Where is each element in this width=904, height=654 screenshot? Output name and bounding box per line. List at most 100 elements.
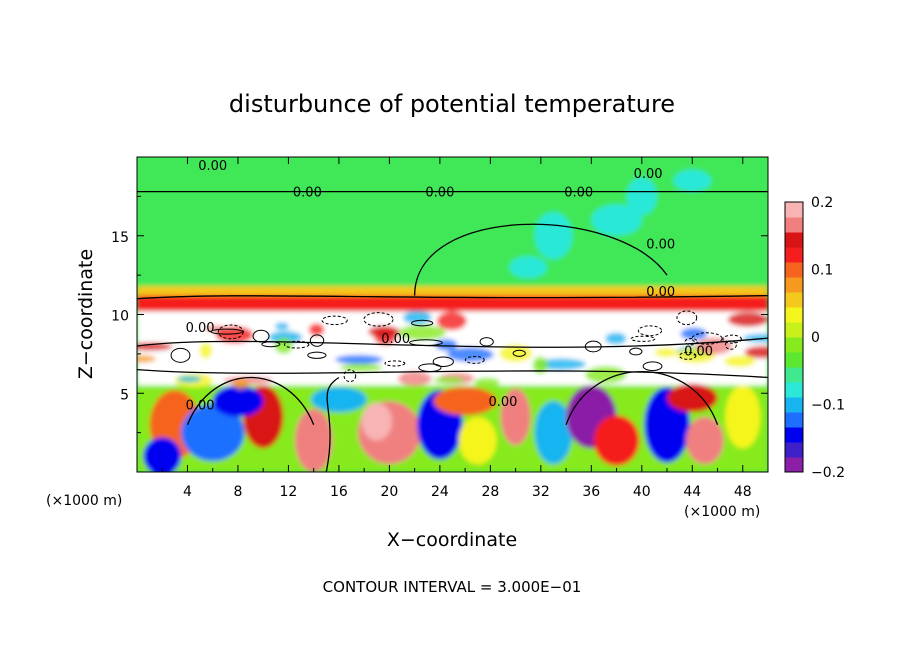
- field-blob: [725, 385, 761, 449]
- contour-line: [684, 338, 698, 346]
- contour-line: [724, 340, 737, 350]
- field-blob: [626, 177, 657, 216]
- field-blob: [433, 386, 497, 416]
- contour-line: [217, 324, 244, 340]
- field-blob: [534, 212, 573, 260]
- tropopause-band: [137, 294, 768, 312]
- colorbar-swatch: [785, 367, 803, 383]
- contour-label: 0.00: [634, 167, 663, 182]
- field-blob: [673, 169, 712, 192]
- field-blob: [509, 256, 548, 279]
- field-blob: [724, 355, 756, 368]
- contour-label: 0.00: [489, 395, 518, 410]
- contour-line: [137, 337, 768, 348]
- field-blob: [446, 347, 494, 362]
- field-blob: [680, 327, 708, 340]
- contour-label: 0.00: [186, 398, 215, 413]
- colorbar-swatch: [785, 442, 803, 458]
- contour-line: [637, 325, 663, 337]
- field-blob: [532, 356, 549, 374]
- contour-line: [642, 361, 663, 372]
- colorbar-swatch: [785, 382, 803, 398]
- field-blob: [500, 388, 531, 446]
- colorbar-tick-label: −0.2: [811, 465, 845, 481]
- colorbar-tick-label: 0: [811, 330, 820, 346]
- field-blob: [268, 331, 303, 344]
- colorbar-tick-label: −0.1: [811, 398, 845, 414]
- contour-line: [309, 334, 325, 347]
- contour-line: [722, 334, 742, 344]
- contour-label: 0.00: [186, 321, 215, 336]
- contour-line: [679, 351, 697, 360]
- contour-line: [584, 340, 602, 353]
- colorbar-swatch: [785, 277, 803, 293]
- colorbar-tick-label: 0.2: [811, 195, 833, 211]
- colorbar-swatch: [785, 247, 803, 263]
- field-blob: [605, 332, 627, 345]
- contour-line: [137, 368, 768, 379]
- field-blob: [368, 325, 400, 338]
- contour-line: [325, 376, 340, 472]
- contour-line: [343, 369, 357, 383]
- colorbar-swatch: [785, 307, 803, 323]
- contour-label: 0.00: [646, 285, 675, 300]
- colorbar-swatch: [785, 232, 803, 248]
- field-blob: [585, 366, 627, 384]
- field-blob: [340, 363, 383, 372]
- field-blob: [232, 378, 249, 390]
- contour-line: [307, 351, 327, 359]
- x-tick-label: 12: [280, 484, 298, 500]
- field-blob: [311, 386, 367, 413]
- colorbar-swatch: [785, 457, 803, 473]
- contour-label: 0.00: [564, 186, 593, 201]
- contour-line: [252, 329, 270, 343]
- contour-label: 0.00: [293, 186, 322, 201]
- colorbar-swatch: [785, 217, 803, 233]
- contour-line: [411, 319, 434, 327]
- x-tick-label: 44: [683, 484, 701, 500]
- contour-line: [210, 328, 243, 335]
- field-blob: [361, 402, 392, 441]
- field-blob: [593, 415, 640, 466]
- field-blob: [744, 346, 768, 359]
- contour-label: 0.00: [684, 345, 713, 360]
- contour-line: [413, 223, 668, 296]
- colorbar-swatch: [785, 427, 803, 443]
- field-blob: [143, 437, 182, 472]
- contour-line: [384, 360, 406, 367]
- field-blob: [458, 416, 497, 465]
- field-blob: [275, 322, 290, 330]
- field-blob: [294, 409, 333, 472]
- field-blob: [137, 355, 157, 363]
- y-axis-label: Z−coordinate: [75, 249, 97, 379]
- contour-line: [137, 294, 768, 300]
- field-blob: [436, 311, 467, 331]
- x-tick-label: 40: [633, 484, 651, 500]
- field-blob: [727, 312, 768, 327]
- contour-line: [629, 347, 643, 356]
- contour-interval-footer: CONTOUR INTERVAL = 3.000E−01: [323, 578, 582, 596]
- x-axis: 4 8 12 16 20 24 28 32 36 40 44 48: [161, 157, 752, 500]
- x-tick-label: 20: [380, 484, 398, 500]
- contour-line: [261, 341, 281, 348]
- contour-line: [432, 356, 454, 367]
- contour-label: 0.00: [425, 186, 454, 201]
- x-tick-label: 32: [532, 484, 550, 500]
- colorbar-swatch: [785, 352, 803, 368]
- contour-line: [630, 335, 656, 342]
- x-tick-label: 4: [183, 484, 192, 500]
- field-blob: [473, 377, 500, 387]
- contour-label: 0.00: [646, 238, 675, 253]
- field-blob: [685, 416, 724, 465]
- contour-line: [691, 332, 723, 345]
- colorbar-swatch: [785, 262, 803, 278]
- contour-label: 0.00: [381, 332, 410, 347]
- y-tick-label: 15: [111, 230, 129, 246]
- field-blob: [212, 385, 264, 417]
- contour-line: [418, 363, 442, 372]
- colorbar-swatch: [785, 322, 803, 338]
- field-blob: [591, 204, 642, 236]
- contour-line: [363, 312, 394, 327]
- contour-line: [186, 377, 315, 425]
- colorbar-swatch: [785, 292, 803, 308]
